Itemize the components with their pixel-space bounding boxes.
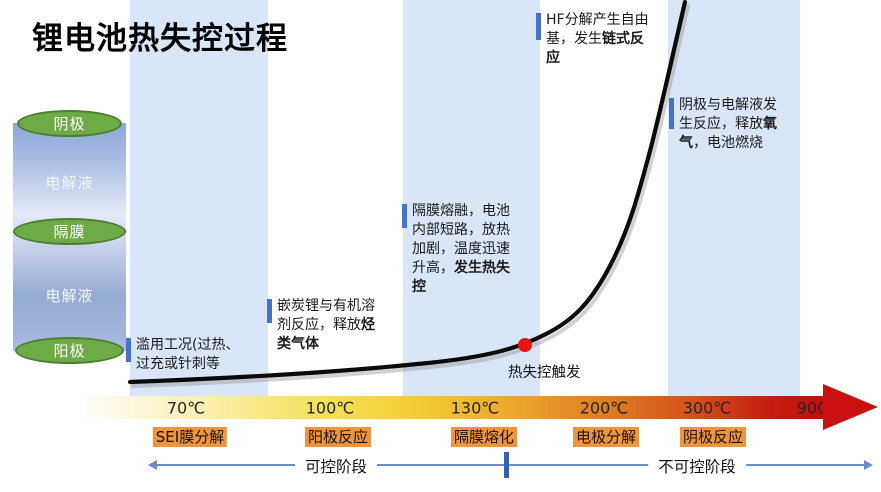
temp-tick-300: 300℃ bbox=[682, 398, 732, 417]
temp-tick-200: 200℃ bbox=[579, 398, 629, 417]
annotation-text: 嵌炭锂与有机溶 剂反应，释放烃 类气体 bbox=[277, 298, 375, 352]
battery-anode-layer: 阳极 bbox=[15, 337, 124, 364]
battery-separator-layer: 隔膜 bbox=[13, 218, 126, 245]
annotation-cathode-reaction: 阴极与电解液发 生反应，释放氧 气，电池燃烧 bbox=[669, 96, 777, 153]
annotation-marker-bar bbox=[267, 299, 272, 323]
annotation-marker-bar bbox=[669, 98, 674, 129]
electrolyte-bottom-label: 电解液 bbox=[45, 287, 94, 305]
temperature-band-1 bbox=[130, 0, 268, 396]
phase-uncontrollable-label: 不可控阶段 bbox=[648, 455, 746, 477]
annotation-text: 隔膜熔融，电池 内部短路，放热 加剧，温度迅速 升高，发生热失控 bbox=[412, 203, 510, 295]
temp-tick-100: 100℃ bbox=[305, 398, 355, 417]
temperature-band-2 bbox=[403, 0, 540, 396]
anode-label: 阳极 bbox=[53, 342, 86, 360]
temperature-axis: 70℃ 100℃ 130℃ 200℃ 300℃ 900℃ bbox=[85, 396, 845, 419]
stage-cathode-reaction: 阴极反应 bbox=[679, 427, 747, 447]
annotation-anode-reaction: 嵌炭锂与有机溶 剂反应，释放烃 类气体 bbox=[267, 297, 375, 354]
battery-cathode-layer: 阴极 bbox=[17, 110, 122, 137]
temp-tick-130: 130℃ bbox=[450, 398, 500, 417]
phase-controllable-label: 可控阶段 bbox=[294, 455, 378, 477]
temp-tick-70: 70℃ bbox=[166, 398, 206, 417]
annotation-separator-melt: 隔膜熔融，电池 内部短路，放热 加剧，温度迅速 升高，发生热失控 bbox=[402, 202, 510, 297]
temperature-band-3 bbox=[668, 0, 800, 396]
curve-shadow bbox=[131, 4, 690, 388]
annotation-text: 阴极与电解液发 生反应，释放氧 气，电池燃烧 bbox=[679, 97, 777, 151]
stage-sei-decomposition: SEI膜分解 bbox=[152, 427, 228, 447]
annotation-marker-bar bbox=[126, 338, 131, 362]
stage-separator-melting: 隔膜熔化 bbox=[450, 427, 518, 447]
trigger-point-label: 热失控触发 bbox=[508, 365, 581, 381]
right-arrowhead-icon bbox=[864, 460, 873, 470]
separator-label: 隔膜 bbox=[53, 223, 86, 241]
cathode-label: 阴极 bbox=[53, 115, 86, 133]
left-arrowhead-icon bbox=[148, 460, 157, 470]
annotation-abuse-conditions: 滥用工况(过热、 过充或针刺等 bbox=[126, 336, 239, 374]
axis-arrowhead-icon bbox=[823, 384, 878, 430]
phase-range-line bbox=[153, 464, 868, 466]
stage-anode-reaction: 阳极反应 bbox=[304, 427, 372, 447]
page-title: 锂电池热失控过程 bbox=[32, 21, 288, 57]
electrolyte-top-label: 电解液 bbox=[45, 174, 94, 192]
annotation-marker-bar bbox=[536, 13, 541, 40]
trigger-dot bbox=[518, 338, 532, 352]
phase-divider-bar bbox=[504, 452, 509, 478]
stage-electrode-decomposition: 电极分解 bbox=[572, 427, 640, 447]
annotation-marker-bar bbox=[402, 204, 407, 228]
curve-line bbox=[127, 0, 688, 385]
annotation-hf-decomposition: HF分解产生自由 基，发生链式反应 bbox=[536, 11, 649, 68]
annotation-text: 滥用工况(过热、 过充或针刺等 bbox=[136, 337, 240, 372]
annotation-text: HF分解产生自由 基，发生链式反应 bbox=[546, 12, 649, 66]
